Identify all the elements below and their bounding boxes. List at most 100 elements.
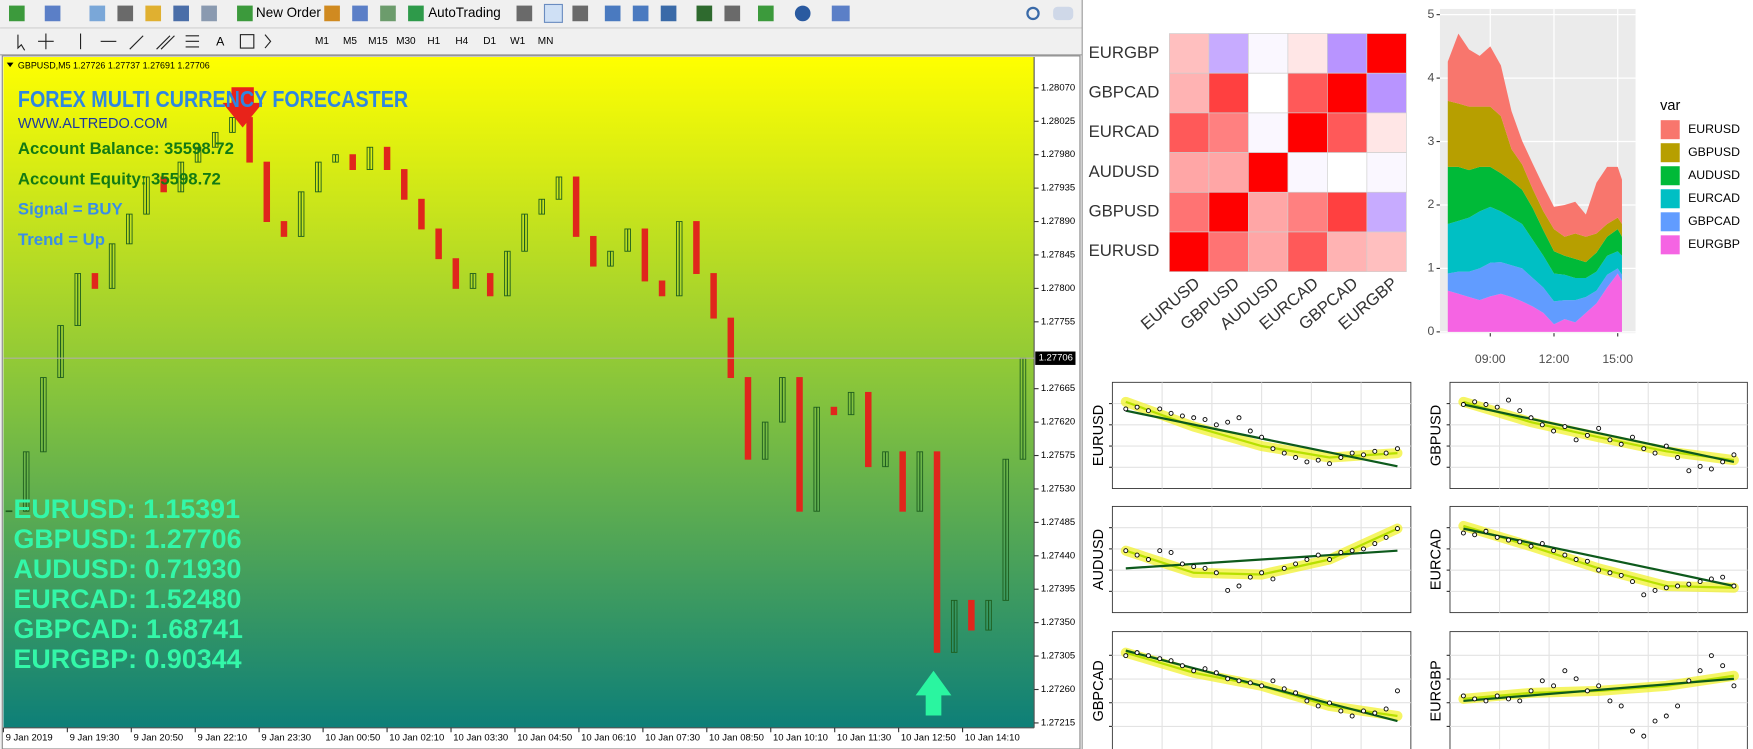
timeframe-button[interactable]: W1 [510,36,525,47]
timeframe-button[interactable]: H4 [455,36,468,47]
point [1618,703,1624,709]
toolbar-button[interactable]: AutoTrading [428,5,501,20]
icon[interactable] [758,5,774,22]
point [1327,557,1332,562]
sell-arrow [222,87,263,128]
point [1562,552,1568,558]
y-tick-label: 3 [1427,134,1434,148]
heatmap-cell [1248,33,1289,74]
timeframe-button[interactable]: M5 [343,36,357,47]
crosshair-tool[interactable] [38,33,54,50]
y-tick-label: 1 [1427,261,1434,275]
point [1179,561,1185,567]
timeframe-button[interactable]: H1 [427,36,440,47]
icon[interactable] [145,5,162,22]
candle [710,273,717,319]
icon[interactable] [89,5,106,22]
candle [194,146,202,163]
heatmap-cell [1287,231,1328,272]
panel-y-label: EURGBP [1428,660,1444,721]
fibo-tool[interactable] [185,35,200,48]
candle [641,228,649,282]
search-icon[interactable] [1026,6,1040,21]
candle [435,228,442,260]
icon[interactable] [831,5,850,22]
quote: GBPUSD: 1.27706 [13,524,241,554]
point [1372,448,1378,454]
point [1270,576,1276,582]
point [1123,653,1129,659]
point [1179,663,1185,669]
icon[interactable] [201,5,217,22]
timeframe-button[interactable]: M30 [396,36,416,47]
text-tool[interactable]: A [216,35,225,49]
trendline-tool[interactable] [129,35,144,50]
point [1213,670,1219,676]
icon[interactable] [408,5,424,22]
candle [366,146,374,170]
point [1708,653,1714,659]
point [1236,583,1242,589]
area [1447,100,1622,263]
timeframe-button[interactable]: M1 [315,36,329,47]
icon[interactable] [696,5,713,22]
icon[interactable] [9,5,25,22]
label-tool[interactable] [239,34,255,49]
icon[interactable] [794,5,811,22]
point [1675,703,1681,709]
icon[interactable] [632,5,649,22]
icon[interactable] [724,5,741,22]
point [1618,441,1624,447]
price-tick-label: 1.27305 [1041,651,1075,662]
candle [160,176,167,193]
legend-key [1659,119,1681,141]
chat-icon[interactable] [1053,6,1074,21]
icon[interactable] [604,5,621,22]
icon[interactable] [352,5,368,22]
point [1675,455,1681,460]
point [1460,693,1466,699]
arrow-tool[interactable] [264,34,272,49]
candle [349,154,356,170]
heatmap-row-label: EURCAD [1089,122,1160,141]
candle [315,161,322,193]
point [1551,683,1557,689]
toolbar-button[interactable]: New Order [256,5,321,20]
point [1338,708,1344,714]
candle [91,273,99,289]
point [1731,683,1737,689]
icon[interactable] [572,5,589,22]
icon[interactable] [516,5,533,22]
icon[interactable] [173,5,189,22]
timeframe-button[interactable]: D1 [483,36,496,47]
price-tick-label: 1.27395 [1041,584,1075,595]
icon[interactable] [543,3,563,23]
candle [469,273,477,289]
icon[interactable] [117,5,134,22]
candle [22,451,30,512]
point [1506,397,1511,403]
point [1247,428,1253,434]
area [1447,206,1622,302]
point [1361,452,1366,458]
heatmap-cell [1327,72,1368,114]
icon[interactable] [324,5,340,22]
price-tick-label: 1.27890 [1041,216,1075,227]
timeframe-button[interactable]: M15 [368,36,388,47]
point [1304,557,1310,562]
icon[interactable] [660,5,677,22]
channel-tool[interactable] [156,35,175,50]
timeframe-button[interactable]: MN [538,36,554,47]
point [1573,557,1579,562]
heatmap-cell [1248,72,1289,114]
price-tick-label: 1.27845 [1041,249,1075,260]
candle [280,221,288,237]
point [1202,565,1208,571]
icon[interactable] [44,5,61,22]
icon[interactable] [380,5,396,22]
point [1697,668,1703,674]
cursor-tool[interactable] [17,34,26,51]
quote: GBPCAD: 1.68741 [13,614,243,644]
icon[interactable] [237,5,253,22]
